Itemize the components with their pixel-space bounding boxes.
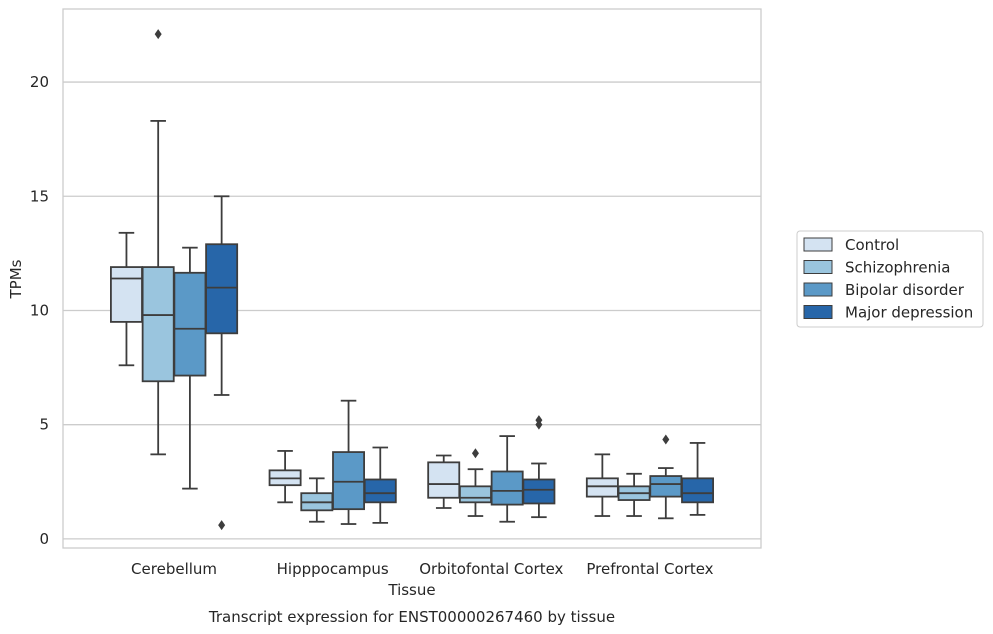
box	[141, 29, 175, 456]
chart-caption: Transcript expression for ENST0000026746…	[208, 608, 615, 626]
legend: Control Schizophrenia Bipolar disorder Majo…	[796, 230, 984, 328]
x-axis-label: Tissue	[387, 581, 435, 599]
box-body	[649, 475, 683, 498]
outlier-point	[535, 415, 543, 426]
box	[205, 195, 239, 531]
box	[268, 450, 302, 504]
box-body	[173, 271, 207, 377]
box	[459, 448, 492, 517]
x-tick-label: Hipppocampus	[277, 560, 389, 578]
legend-frame	[796, 230, 984, 328]
box-body	[522, 478, 556, 505]
legend-label: Bipolar disorder	[845, 281, 965, 299]
box	[332, 399, 365, 525]
y-tick-label: 20	[30, 73, 49, 91]
x-tick-label: Cerebellum	[131, 560, 217, 578]
x-tick-label: Prefrontal Cortex	[586, 560, 713, 578]
box-body	[459, 485, 492, 504]
box	[585, 453, 619, 517]
plot-area-frame	[62, 8, 762, 549]
y-tick-label: 5	[39, 416, 49, 434]
box	[300, 477, 334, 523]
legend-label: Control	[845, 236, 899, 254]
box-body	[363, 478, 397, 504]
box-body	[205, 243, 239, 335]
legend-label: Major depression	[845, 304, 973, 322]
box-body	[490, 470, 524, 506]
y-axis-label: TPMs	[7, 259, 25, 299]
y-tick-label: 0	[39, 530, 49, 548]
outlier-point	[154, 29, 162, 40]
y-tick-labels: 0 5 10 15 20	[30, 73, 49, 548]
box-body	[681, 477, 714, 504]
outlier-point	[471, 448, 479, 459]
box-body	[332, 451, 365, 511]
x-tick-label: Orbitofontal Cortex	[419, 560, 563, 578]
box	[522, 415, 556, 519]
legend-swatch	[803, 237, 833, 252]
outlier-point	[662, 434, 670, 445]
legend-swatch	[803, 260, 833, 274]
box	[681, 442, 714, 516]
box	[427, 454, 461, 509]
box-series-group	[110, 29, 714, 531]
box	[363, 446, 397, 524]
box-body	[141, 266, 175, 383]
box-body	[585, 477, 619, 498]
box	[649, 434, 683, 520]
y-tick-label: 15	[30, 187, 49, 205]
legend-swatch	[803, 282, 833, 297]
box-body	[110, 266, 143, 323]
box	[173, 246, 207, 490]
box-body	[427, 461, 461, 499]
x-tick-labels: Cerebellum Hipppocampus Orbitofontal Corte…	[131, 560, 714, 578]
legend-label: Schizophrenia	[845, 259, 950, 277]
y-tick-label: 10	[30, 301, 49, 319]
legend-swatch	[803, 305, 833, 319]
box	[110, 231, 143, 367]
outlier-point	[218, 520, 226, 531]
